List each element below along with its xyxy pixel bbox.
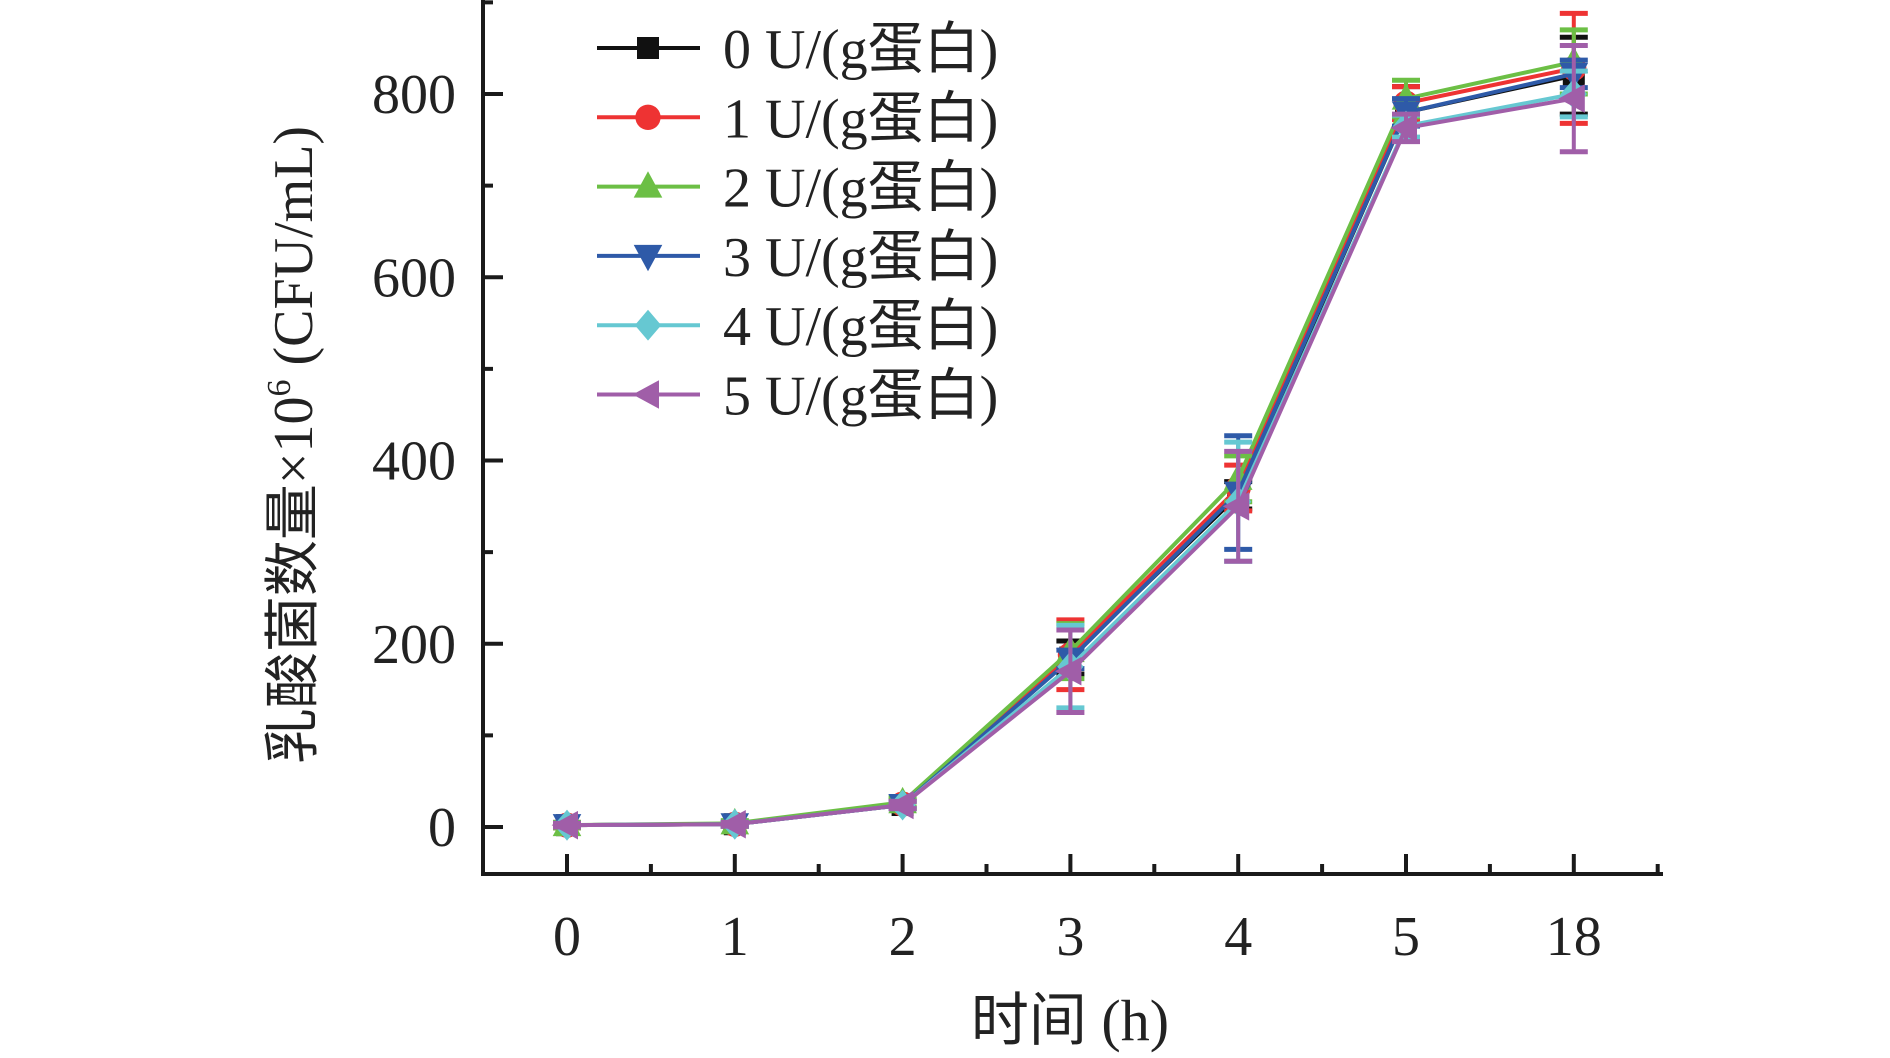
triangle-up-marker [633, 171, 663, 198]
y-tick-label: 400 [372, 431, 456, 493]
triangle-left-marker [887, 790, 914, 820]
triangle-left-marker [719, 809, 746, 839]
triangle-down-marker [633, 244, 663, 272]
x-tick-label: 5 [1392, 906, 1420, 968]
legend-item: 5 U/(g蛋白) [597, 366, 998, 428]
legend-item: 0 U/(g蛋白) [597, 19, 998, 81]
square-marker [637, 37, 659, 59]
x-tick-label: 0 [553, 906, 581, 968]
triangle-left-marker [632, 380, 659, 409]
series-line [566, 92, 1575, 828]
plot-marks [551, 10, 1589, 841]
x-tick-label: 3 [1056, 906, 1084, 968]
y-tick-label: 0 [428, 797, 456, 859]
legend-label: 5 U/(g蛋白) [723, 366, 998, 428]
triangle-left-marker [551, 810, 578, 840]
x-ticks: 0 1 2 3 4 5 18 [553, 854, 1660, 968]
series-line [566, 96, 1575, 828]
y-tick-label: 200 [372, 614, 456, 676]
legend-item: 3 U/(g蛋白) [597, 227, 998, 289]
legend-label: 2 U/(g蛋白) [723, 158, 998, 220]
x-tick-label: 18 [1546, 906, 1602, 968]
series-5 [551, 42, 1588, 840]
legend-item: 4 U/(g蛋白) [597, 296, 998, 358]
series-3 [552, 57, 1589, 841]
triangle-left-marker [1558, 84, 1585, 113]
legend: 0 U/(g蛋白) 1 U/(g蛋白) 2 U/(g蛋白) 3 U/(g蛋白) 4 U/… [597, 19, 998, 428]
y-tick-label: 600 [372, 247, 456, 309]
circle-marker [635, 104, 661, 130]
series-0 [553, 34, 1588, 837]
legend-label: 0 U/(g蛋白) [723, 19, 998, 81]
x-tick-label: 1 [721, 906, 749, 968]
legend-item: 2 U/(g蛋白) [597, 158, 998, 220]
x-axis-label: 时间 (h) [971, 988, 1169, 1053]
y-tick-label: 800 [372, 64, 456, 126]
legend-label: 4 U/(g蛋白) [723, 296, 998, 358]
legend-label: 1 U/(g蛋白) [723, 88, 998, 150]
triangle-left-marker [1222, 492, 1250, 521]
triangle-left-marker [1055, 656, 1082, 686]
diamond-marker [634, 309, 662, 341]
y-ticks: 0 200 400 600 800 [372, 0, 503, 859]
x-tick-label: 2 [889, 906, 917, 968]
series-4 [553, 68, 1588, 841]
y-axis-label: 乳酸菌数量×106 (CFU/mL) [261, 126, 325, 764]
legend-label: 3 U/(g蛋白) [723, 227, 998, 289]
series-2 [552, 27, 1589, 837]
triangle-left-marker [1390, 113, 1417, 143]
legend-item: 1 U/(g蛋白) [597, 88, 998, 150]
x-tick-label: 4 [1224, 906, 1252, 968]
